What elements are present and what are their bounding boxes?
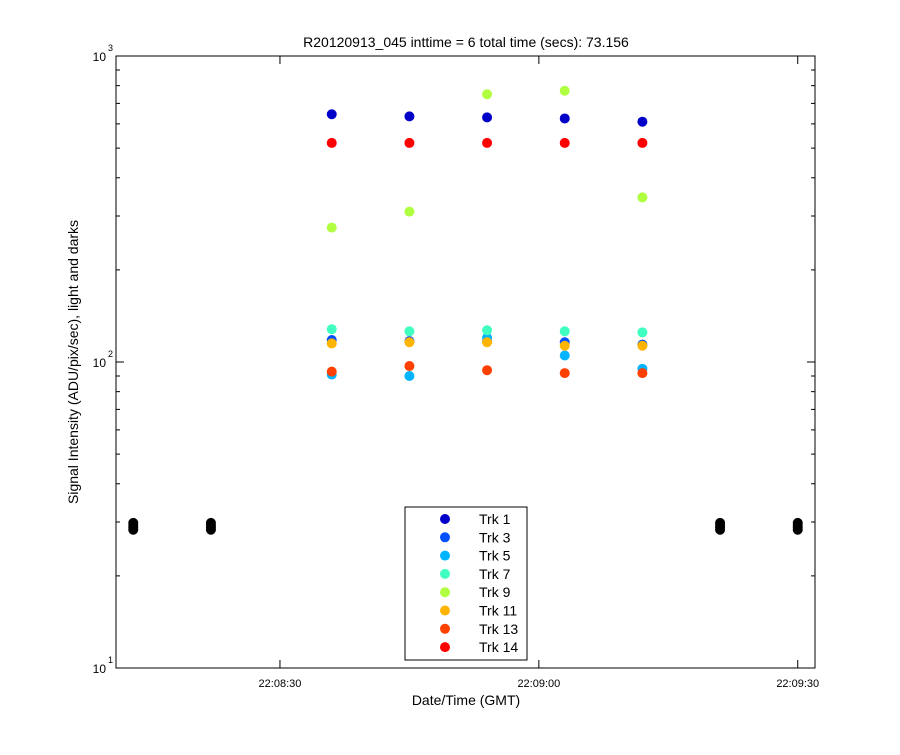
point-trk-5 xyxy=(404,371,415,382)
point-trk-13 xyxy=(559,368,570,379)
x-tick-label: 22:09:00 xyxy=(517,678,560,690)
point-trk-1 xyxy=(404,111,415,122)
legend-marker-trk-11 xyxy=(440,605,450,616)
data-points-layer xyxy=(326,85,648,382)
legend-label-trk-11: Trk 11 xyxy=(479,603,517,619)
point-trk-9 xyxy=(482,89,493,100)
legend-label-trk-1: Trk 1 xyxy=(479,511,511,527)
legend-label-trk-13: Trk 13 xyxy=(479,621,518,637)
point-trk-13 xyxy=(404,361,415,372)
legend-label-trk-3: Trk 3 xyxy=(479,529,511,545)
x-axis-label: Date/Time (GMT) xyxy=(412,692,520,708)
point-trk-9 xyxy=(637,192,648,203)
x-tick-label: 22:09:30 xyxy=(776,678,819,690)
point-trk-7 xyxy=(559,326,570,337)
point-trk-7 xyxy=(404,326,415,337)
point-trk-1 xyxy=(482,112,493,123)
dark-frame-point xyxy=(715,517,726,528)
point-trk-7 xyxy=(326,324,337,335)
point-trk-11 xyxy=(482,337,493,348)
dark-frame-point xyxy=(128,517,139,528)
point-trk-1 xyxy=(326,109,337,120)
point-trk-5 xyxy=(559,350,570,361)
y-axis-label: Signal Intensity (ADU/pix/sec), light an… xyxy=(65,220,81,504)
dark-frame-point xyxy=(205,517,216,528)
dark-frame-point xyxy=(792,517,803,528)
point-trk-14 xyxy=(404,137,415,148)
legend-label-trk-5: Trk 5 xyxy=(479,548,511,564)
point-trk-13 xyxy=(637,368,648,379)
y-tick-label: 10 xyxy=(93,356,107,370)
point-trk-7 xyxy=(637,327,648,338)
y-tick-label: 10 xyxy=(93,662,107,676)
legend-marker-trk-9 xyxy=(440,587,450,598)
point-trk-1 xyxy=(559,113,570,124)
point-trk-13 xyxy=(326,366,337,377)
point-trk-14 xyxy=(482,137,493,148)
point-trk-9 xyxy=(559,85,570,96)
point-trk-13 xyxy=(482,365,493,376)
x-tick-label: 22:08:30 xyxy=(259,678,302,690)
point-trk-9 xyxy=(404,206,415,217)
y-tick-exponent: 2 xyxy=(108,349,113,359)
chart-title: R20120913_045 inttime = 6 total time (se… xyxy=(303,34,629,50)
legend-box xyxy=(404,506,528,661)
legend-marker-trk-13 xyxy=(440,623,450,634)
point-trk-14 xyxy=(559,137,570,148)
point-trk-7 xyxy=(482,325,493,336)
x-axis-ticks: 22:08:30 22:09:00 22:09:30 xyxy=(259,56,819,690)
point-trk-1 xyxy=(637,116,648,127)
point-trk-11 xyxy=(559,340,570,351)
legend-marker-trk-14 xyxy=(440,642,450,653)
legend-marker-trk-7 xyxy=(440,568,450,579)
legend-label-trk-7: Trk 7 xyxy=(479,566,511,582)
point-trk-9 xyxy=(326,222,337,233)
point-trk-11 xyxy=(404,337,415,348)
y-tick-label: 10 xyxy=(93,50,107,64)
legend-label-trk-14: Trk 14 xyxy=(479,639,518,655)
point-trk-11 xyxy=(326,338,337,349)
legend: Trk 1 Trk 3 Trk 5 Trk 7 Trk 9 Trk 11 Trk 13 Trk… xyxy=(404,506,528,661)
dark-frames-layer xyxy=(128,517,803,535)
legend-marker-trk-1 xyxy=(440,514,450,524)
legend-label-trk-9: Trk 9 xyxy=(479,584,511,600)
legend-marker-trk-5 xyxy=(440,550,450,561)
y-tick-exponent: 3 xyxy=(108,43,113,53)
point-trk-11 xyxy=(637,340,648,351)
y-tick-exponent: 1 xyxy=(108,655,113,665)
legend-marker-trk-3 xyxy=(440,532,450,543)
point-trk-14 xyxy=(326,137,337,148)
point-trk-14 xyxy=(637,137,648,148)
